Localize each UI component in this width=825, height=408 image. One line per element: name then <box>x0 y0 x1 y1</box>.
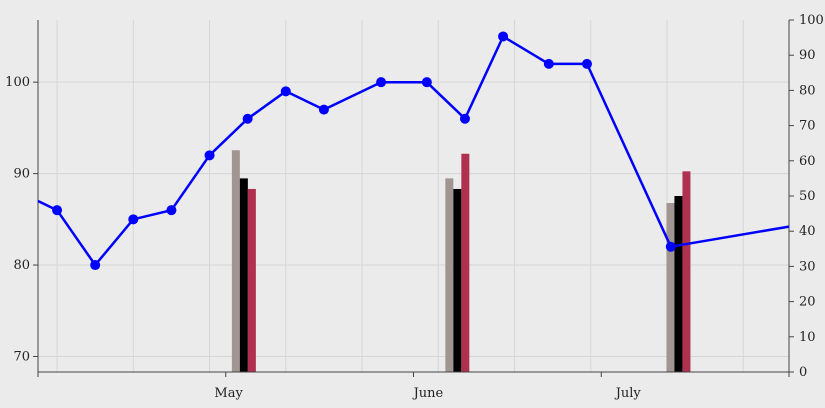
y-left-tick-label: 90 <box>13 167 30 182</box>
y-right-tick-label: 60 <box>799 154 816 169</box>
y-left-tick-label: 100 <box>5 75 30 90</box>
y-right-tick-label: 50 <box>799 189 816 204</box>
data-point <box>90 260 101 271</box>
data-point <box>204 150 215 161</box>
y-right-tick-label: 80 <box>799 83 816 98</box>
data-point <box>665 241 676 252</box>
data-point <box>166 205 177 216</box>
bar <box>231 150 240 372</box>
data-point <box>52 205 63 216</box>
data-point <box>376 77 387 88</box>
y-right-tick-label: 100 <box>799 13 824 28</box>
data-point <box>242 113 253 124</box>
bar <box>445 178 454 372</box>
tick-labels: 70 80 90 100 0 10 20 30 40 50 60 70 80 90 100 May June Ju… <box>5 13 824 401</box>
axes <box>33 19 794 377</box>
y-right-tick-label: 10 <box>799 330 816 345</box>
line-series <box>37 31 790 271</box>
bar <box>666 203 675 372</box>
data-point <box>459 113 470 124</box>
data-point <box>543 58 554 69</box>
data-point <box>421 77 432 88</box>
y-right-tick-label: 30 <box>799 259 816 274</box>
data-point <box>581 58 592 69</box>
y-left-tick-label: 80 <box>13 258 30 273</box>
data-point <box>318 104 329 115</box>
y-left-tick-label: 70 <box>13 349 30 364</box>
bars <box>231 150 691 372</box>
data-point <box>128 214 139 225</box>
x-tick-label: June <box>412 386 444 401</box>
y-right-tick-label: 40 <box>799 224 816 239</box>
bar <box>674 196 683 372</box>
bar <box>239 178 248 372</box>
data-point <box>280 86 291 97</box>
x-tick-label: May <box>214 386 243 401</box>
y-right-tick-label: 0 <box>799 365 807 380</box>
bar <box>247 188 256 372</box>
y-right-tick-label: 90 <box>799 48 816 63</box>
y-right-tick-label: 20 <box>799 295 816 310</box>
bar <box>453 188 462 372</box>
bar <box>682 171 691 372</box>
data-point <box>498 31 509 42</box>
bar <box>461 153 470 372</box>
y-right-tick-label: 70 <box>799 119 816 134</box>
x-tick-label: July <box>614 386 642 401</box>
